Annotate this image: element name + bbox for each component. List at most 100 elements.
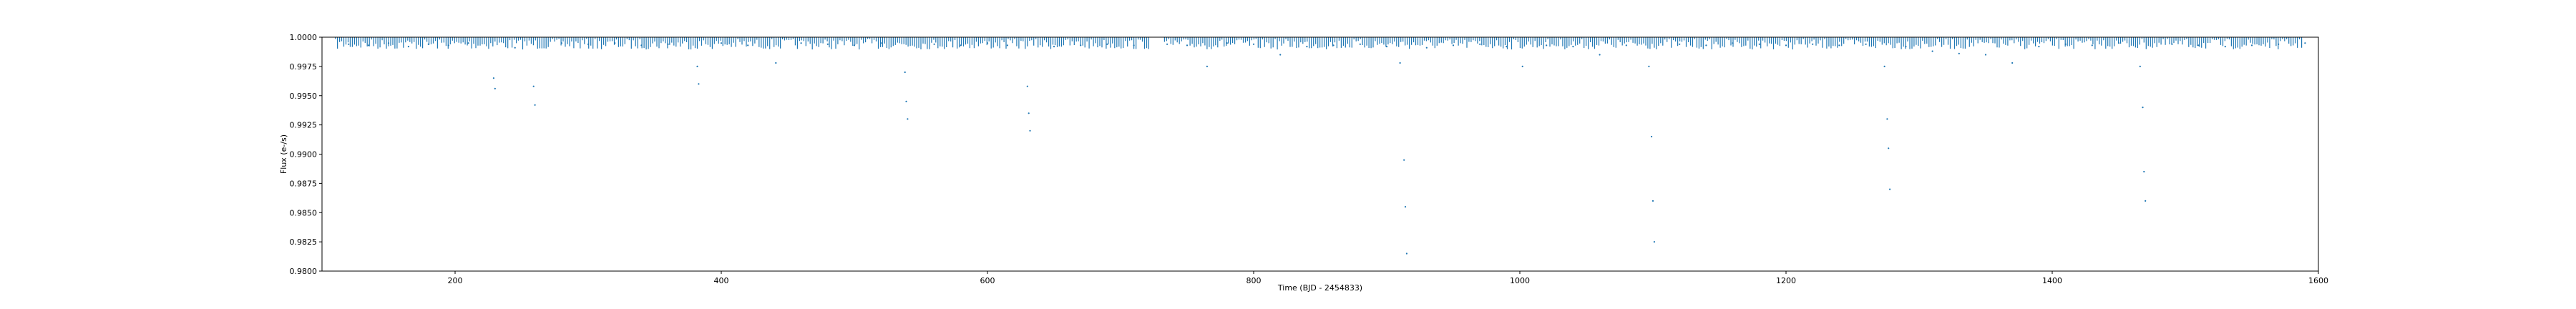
x-tick-label: 1400 bbox=[2042, 276, 2062, 285]
data-point bbox=[826, 43, 829, 45]
data-point bbox=[2011, 62, 2014, 64]
data-point bbox=[1905, 46, 1907, 48]
data-point bbox=[698, 83, 700, 85]
data-point bbox=[1651, 135, 1653, 138]
y-tick-label: 0.9900 bbox=[290, 150, 318, 160]
data-point bbox=[1572, 46, 1574, 48]
data-point bbox=[1625, 44, 1627, 46]
data-point bbox=[387, 42, 390, 44]
data-point bbox=[907, 118, 909, 120]
data-point bbox=[1006, 44, 1008, 46]
data-point bbox=[2038, 46, 2040, 48]
x-tick-label: 1000 bbox=[1510, 276, 1530, 285]
data-point bbox=[2197, 44, 2200, 46]
data-point bbox=[1166, 43, 1169, 45]
data-point bbox=[368, 44, 370, 46]
data-point bbox=[1883, 65, 1885, 67]
data-point bbox=[667, 43, 669, 45]
data-point bbox=[1399, 62, 1401, 64]
y-tick-label: 0.9975 bbox=[290, 62, 318, 72]
data-point bbox=[1648, 65, 1650, 67]
data-point bbox=[640, 44, 643, 46]
x-tick-label: 1600 bbox=[2308, 276, 2328, 285]
data-point bbox=[1838, 44, 1840, 46]
data-point bbox=[2143, 170, 2145, 173]
y-tick-label: 0.9825 bbox=[290, 237, 318, 247]
data-point bbox=[2064, 43, 2067, 45]
data-point bbox=[1053, 46, 1055, 48]
data-point bbox=[1026, 85, 1028, 87]
data-point bbox=[1521, 65, 1523, 67]
y-tick-label: 0.9925 bbox=[290, 121, 318, 130]
data-point bbox=[1599, 54, 1601, 56]
data-point bbox=[1506, 46, 1508, 48]
data-point bbox=[2139, 65, 2141, 67]
data-point bbox=[587, 43, 590, 45]
data-point bbox=[1812, 43, 1814, 45]
data-point bbox=[1705, 44, 1707, 46]
data-point bbox=[1785, 44, 1787, 46]
data-point bbox=[1226, 42, 1228, 44]
data-point bbox=[1029, 129, 1031, 132]
data-point bbox=[1931, 50, 1933, 52]
data-point bbox=[986, 42, 989, 44]
data-point bbox=[2278, 43, 2280, 45]
x-axis-ticks: 200 400 600 800 1000 1200 1400 1600 bbox=[448, 271, 2328, 285]
data-point bbox=[1206, 65, 1208, 67]
data-point bbox=[1425, 46, 1428, 49]
data-point bbox=[1653, 241, 1655, 243]
data-point bbox=[2145, 200, 2147, 202]
data-point bbox=[494, 87, 496, 89]
data-point bbox=[1028, 112, 1030, 114]
y-tick-label: 0.9800 bbox=[290, 267, 318, 276]
data-point bbox=[1385, 46, 1388, 48]
data-point bbox=[880, 42, 882, 44]
data-point bbox=[1403, 159, 1405, 161]
data-point bbox=[853, 44, 856, 46]
data-point bbox=[904, 71, 906, 74]
data-point bbox=[1332, 44, 1335, 46]
data-point bbox=[1546, 44, 1548, 46]
data-point bbox=[747, 44, 749, 46]
y-tick-label: 0.9850 bbox=[290, 208, 318, 217]
data-point bbox=[1452, 44, 1455, 46]
data-point bbox=[720, 42, 723, 44]
x-axis-label: Time (BJD - 2454833) bbox=[1277, 283, 1362, 293]
data-point bbox=[1080, 44, 1082, 46]
data-point bbox=[2304, 42, 2306, 44]
data-point bbox=[1679, 43, 1681, 45]
y-axis-label: Flux (e-/s) bbox=[279, 134, 288, 174]
data-point bbox=[2171, 43, 2173, 45]
data-point bbox=[1888, 147, 1890, 149]
y-axis-ticks: 0.9800 0.9825 0.9850 0.9875 0.9900 0.9925 0.99… bbox=[290, 33, 322, 276]
data-point bbox=[447, 44, 449, 46]
data-point bbox=[905, 100, 907, 102]
data-point bbox=[1279, 54, 1282, 56]
data-point bbox=[2091, 44, 2093, 46]
x-tick-label: 600 bbox=[980, 276, 995, 285]
data-point bbox=[1958, 52, 1960, 54]
data-point bbox=[1405, 252, 1407, 255]
data-point bbox=[492, 77, 495, 79]
data-point bbox=[2250, 44, 2253, 46]
data-point bbox=[1359, 43, 1361, 45]
data-points bbox=[348, 42, 2306, 255]
data-point bbox=[696, 65, 698, 67]
data-point bbox=[1865, 43, 1867, 45]
x-tick-label: 1200 bbox=[1776, 276, 1796, 285]
data-point bbox=[614, 42, 616, 44]
data-point bbox=[348, 43, 350, 45]
y-tick-label: 1.0000 bbox=[290, 33, 318, 42]
plot-area bbox=[322, 37, 2318, 271]
data-point bbox=[1306, 46, 1308, 48]
y-tick-label: 0.9950 bbox=[290, 92, 318, 101]
data-point bbox=[407, 46, 410, 48]
data-point bbox=[1758, 43, 1760, 45]
data-point bbox=[2142, 107, 2144, 109]
data-point bbox=[1886, 118, 1888, 120]
data-point bbox=[467, 42, 469, 44]
y-tick-label: 0.9875 bbox=[290, 179, 318, 188]
x-tick-label: 800 bbox=[1246, 276, 1262, 285]
data-point bbox=[1652, 200, 1654, 202]
baseline-flux-samples bbox=[335, 37, 2303, 50]
